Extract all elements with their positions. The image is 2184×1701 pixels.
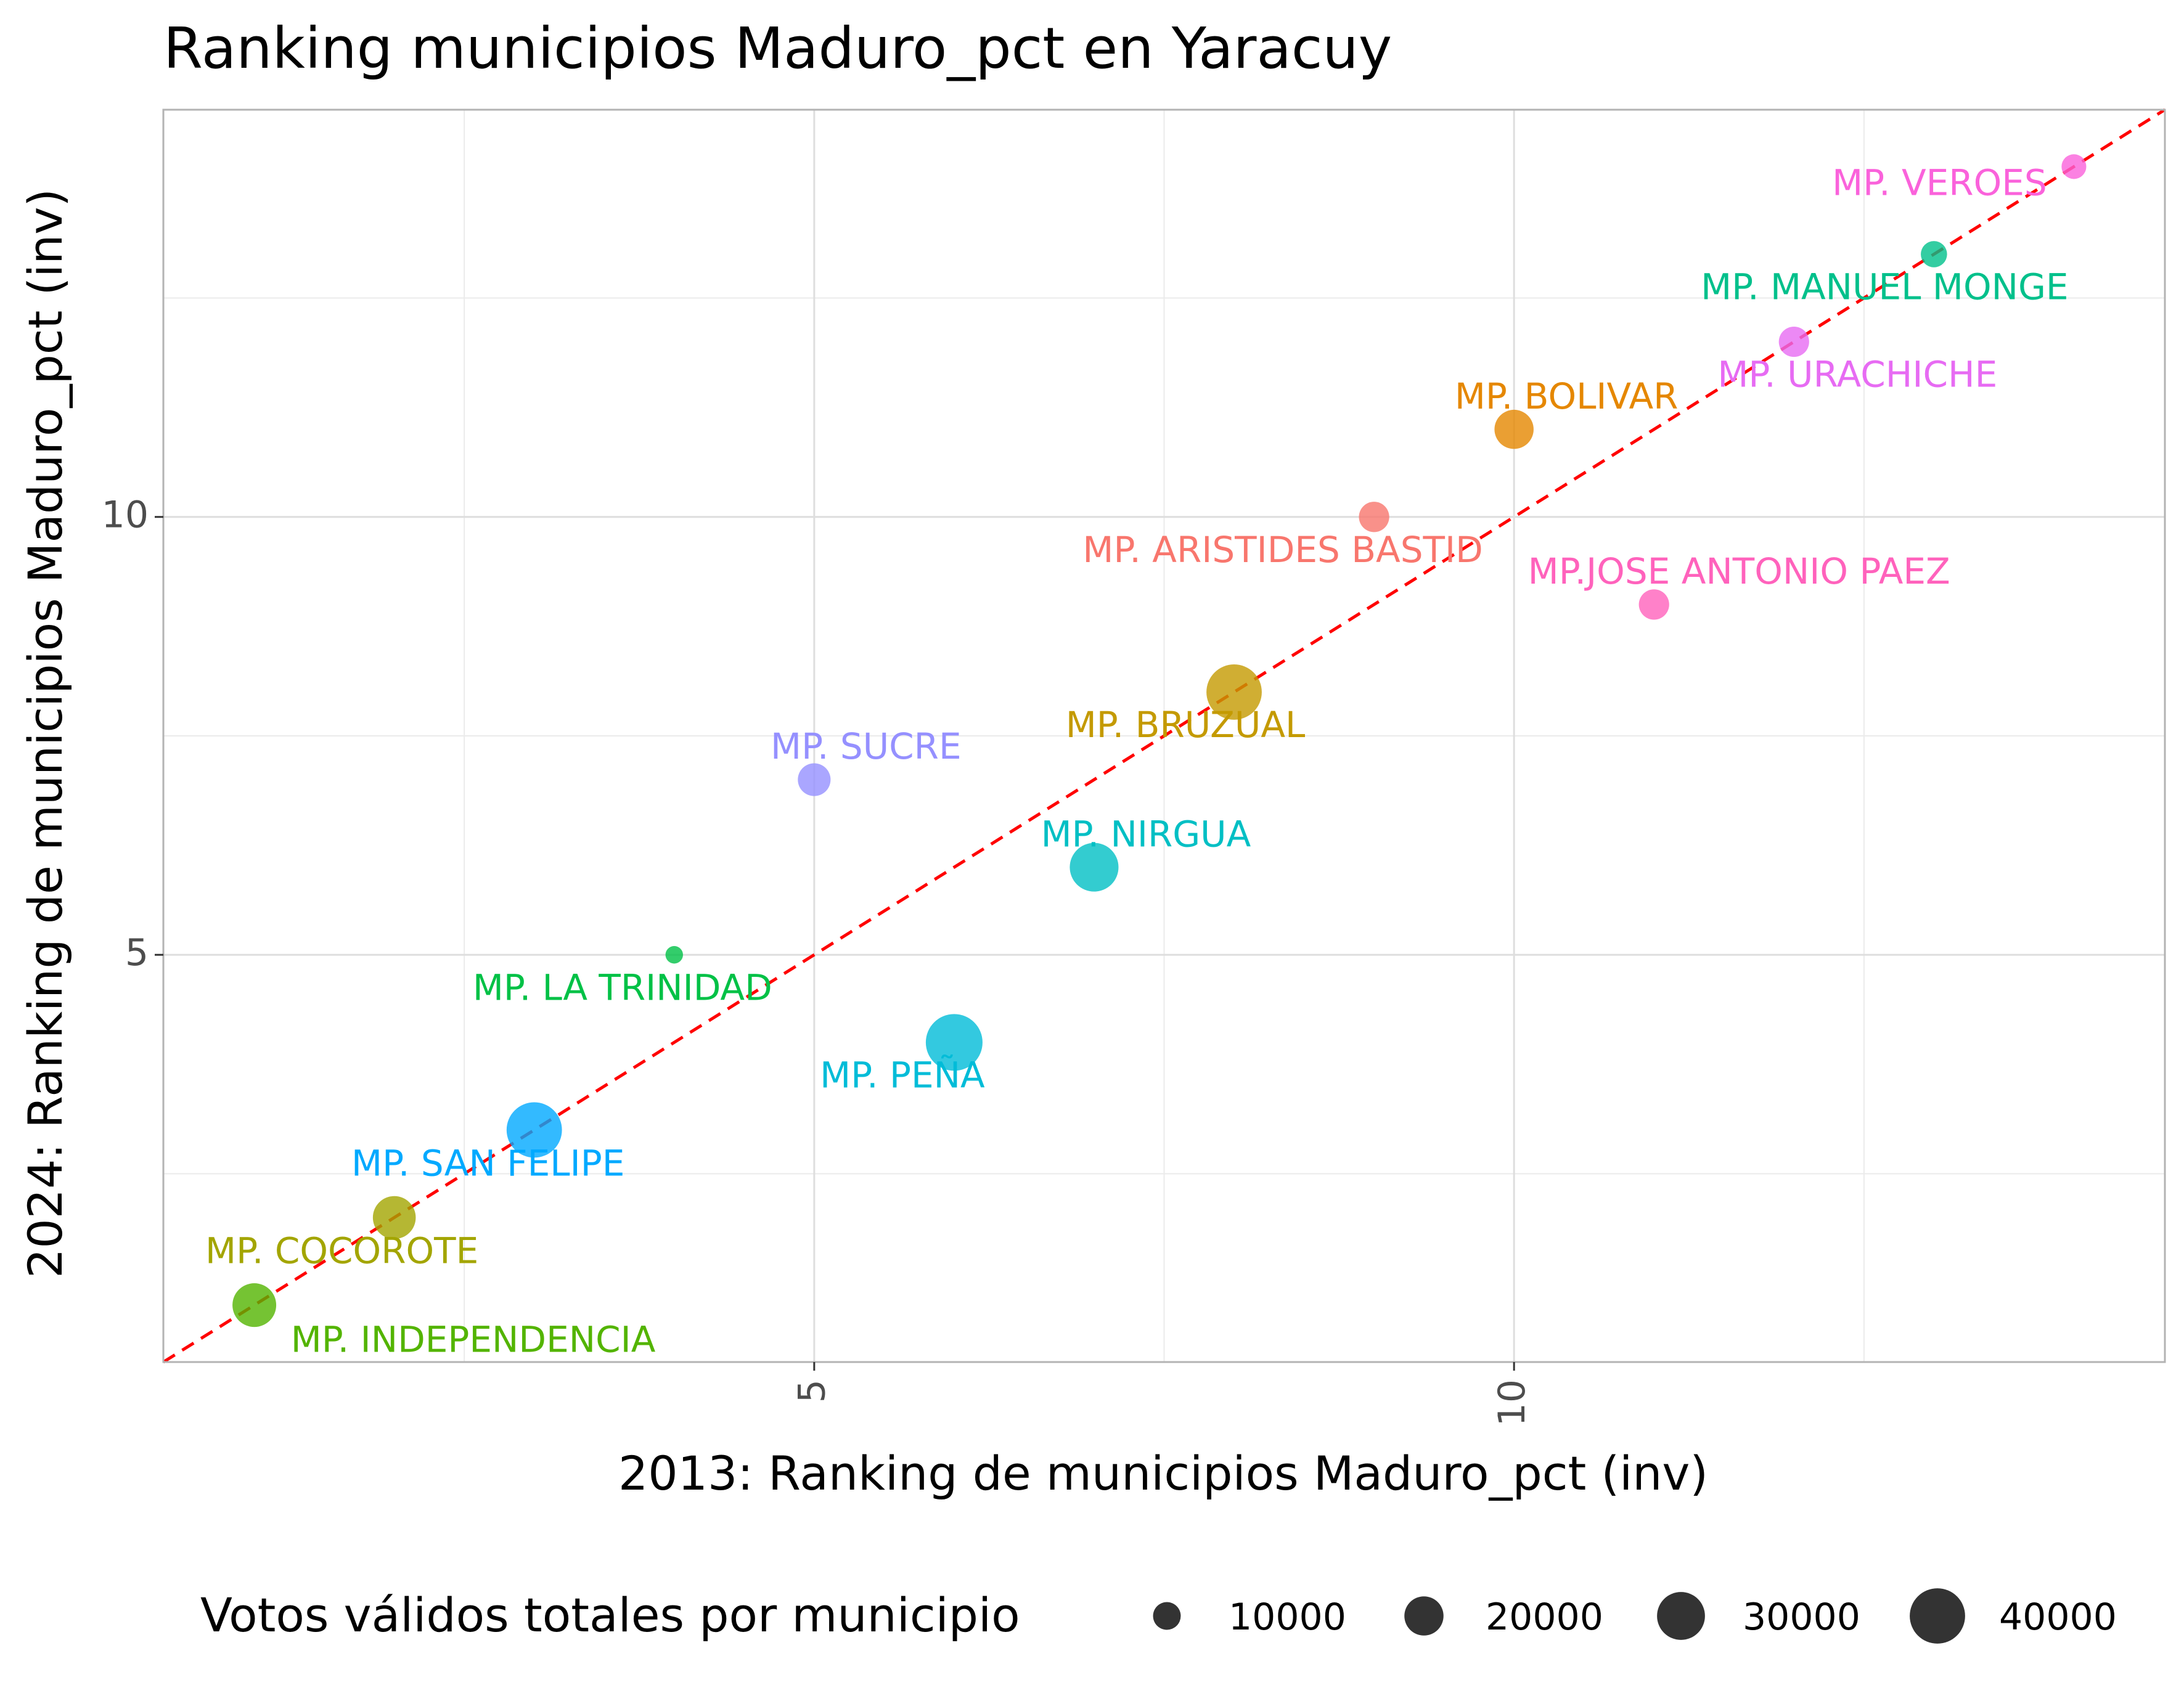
point-label: MP. COCOROTE <box>205 1230 478 1272</box>
legend-title: Votos válidos totales por municipio <box>200 1588 1020 1642</box>
data-point <box>1359 502 1389 532</box>
legend-keys: 10000 20000 30000 40000 <box>1153 1588 2117 1644</box>
identity-reference-line <box>162 108 2166 1364</box>
data-point <box>1070 842 1119 892</box>
data-point <box>1921 241 1947 267</box>
data-point <box>2061 154 2087 179</box>
y-tick-label: 10 <box>102 493 149 536</box>
point-label: MP. NIRGUA <box>1041 813 1251 855</box>
data-point <box>925 1014 983 1071</box>
x-axis-title: 2013: Ranking de municipios Maduro_pct (… <box>618 1446 1708 1501</box>
data-point <box>1778 326 1809 357</box>
point-label: MP. PEÑA <box>820 1053 985 1096</box>
x-axis-ticks: 5 10 <box>790 1362 1534 1426</box>
point-label: MP. INDEPENDENCIA <box>291 1319 656 1361</box>
point-label: MP. LA TRINIDAD <box>473 966 772 1008</box>
data-point <box>1494 409 1534 449</box>
plot-panel-border <box>162 108 2166 1363</box>
legend-key-label: 10000 <box>1229 1596 1346 1639</box>
legend-key-label: 30000 <box>1743 1596 1860 1639</box>
x-tick-label: 5 <box>790 1379 833 1403</box>
chart-title: Ranking municipios Maduro_pct en Yaracuy <box>163 15 1392 81</box>
point-label: MP. SUCRE <box>771 725 962 767</box>
point-labels-layer: MP. INDEPENDENCIA MP. COCOROTE MP. SAN FEL… <box>205 161 2069 1360</box>
point-label: MP. MANUEL MONGE <box>1701 266 2068 308</box>
legend-key-circle <box>1153 1602 1181 1630</box>
point-label: MP. SAN FELIPE <box>351 1143 624 1185</box>
point-label: MP. BOLIVAR <box>1455 375 1679 417</box>
point-label: MP. VEROES <box>1832 161 2047 203</box>
data-point <box>506 1102 562 1158</box>
y-tick-label: 5 <box>125 931 149 974</box>
point-label: MP. URACHICHE <box>1717 354 1997 396</box>
point-label: MP.JOSE ANTONIO PAEZ <box>1528 550 1950 592</box>
y-axis-title: 2024: Ranking de municipios Maduro_pct (… <box>18 189 73 1278</box>
y-axis-ticks: 5 10 <box>102 493 163 974</box>
legend-key-circle <box>1910 1588 1965 1644</box>
point-label: MP. BRUZUAL <box>1066 704 1306 746</box>
data-point <box>232 1283 277 1328</box>
data-point <box>372 1196 416 1239</box>
size-legend: Votos válidos totales por municipio 1000… <box>200 1588 2117 1644</box>
points-layer <box>232 154 2087 1328</box>
legend-key-circle <box>1657 1592 1705 1640</box>
point-label: MP. ARISTIDES BASTID <box>1082 529 1483 571</box>
legend-key-circle <box>1404 1596 1444 1636</box>
data-point <box>1206 664 1262 720</box>
data-point <box>1638 589 1669 620</box>
x-tick-label: 10 <box>1491 1379 1534 1426</box>
data-point <box>798 763 831 796</box>
grid-major <box>163 110 2165 1362</box>
legend-key-label: 40000 <box>1999 1596 2117 1639</box>
data-point <box>665 946 683 964</box>
legend-key-label: 20000 <box>1486 1596 1603 1639</box>
